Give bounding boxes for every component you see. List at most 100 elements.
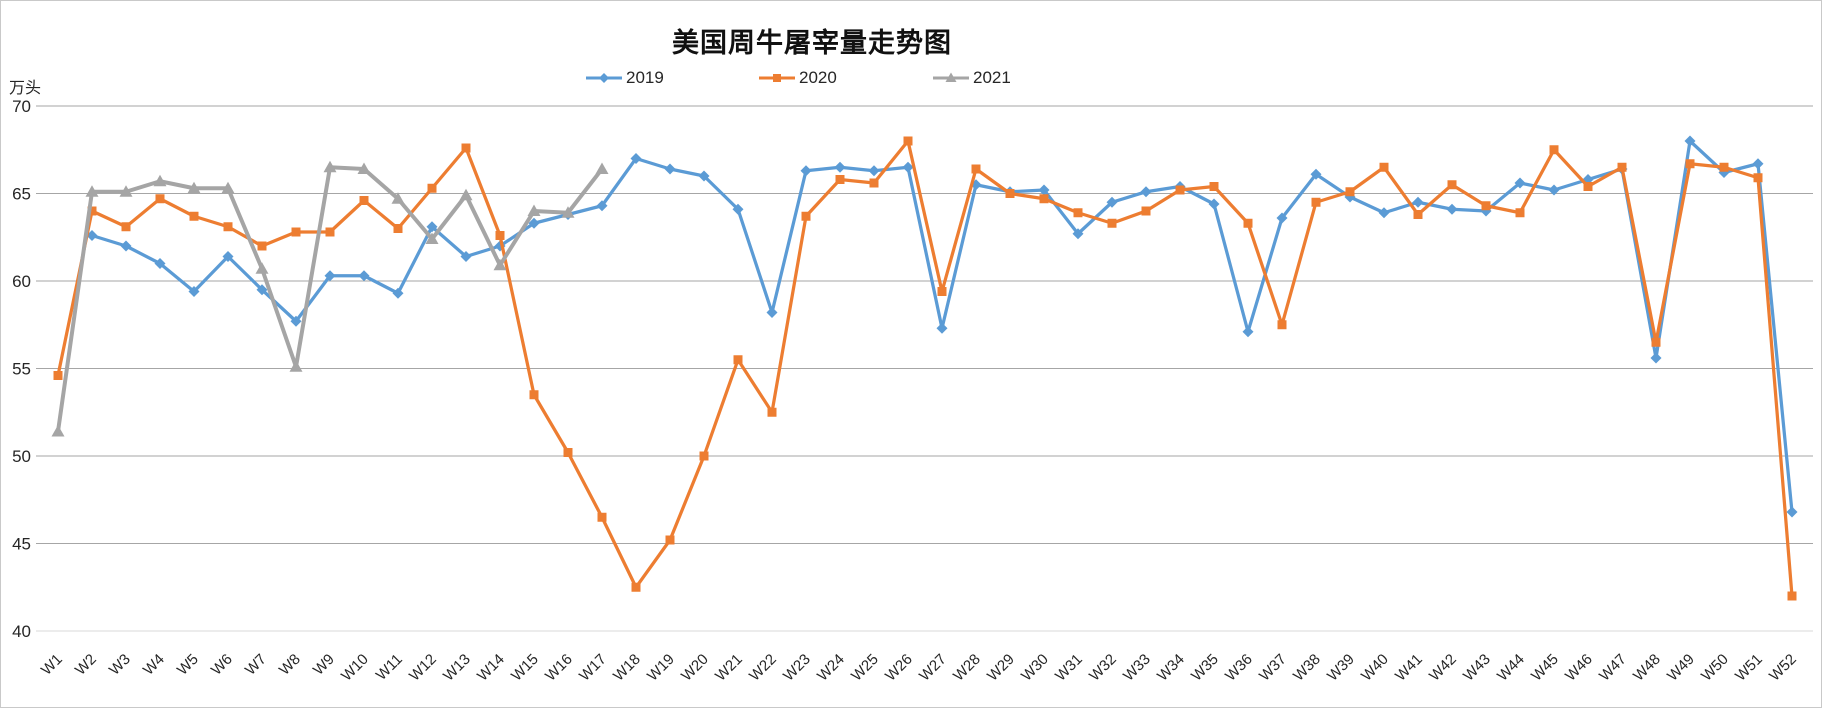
series-marker-2021 — [357, 162, 371, 174]
x-tick-label: W46 — [1562, 651, 1596, 685]
x-tick-label: W52 — [1766, 651, 1800, 685]
legend-label-2021: 2021 — [973, 68, 1011, 87]
series-marker-2021 — [187, 181, 201, 194]
x-tick-label: W32 — [1086, 651, 1120, 685]
series-marker-2020 — [1005, 189, 1015, 198]
series-marker-2020 — [529, 390, 539, 400]
series-marker-2020 — [903, 136, 913, 146]
series-marker-2019 — [1446, 203, 1458, 215]
x-tick-label: W9 — [310, 651, 338, 679]
series-marker-2021 — [85, 185, 99, 197]
series-marker-2020 — [937, 287, 947, 296]
series-marker-2020 — [359, 196, 369, 205]
series-marker-2019 — [596, 200, 608, 212]
series-marker-2020 — [1311, 197, 1321, 207]
x-tick-label: W41 — [1392, 651, 1426, 685]
series-marker-2020 — [155, 194, 165, 204]
x-tick-label: W29 — [984, 651, 1018, 685]
x-tick-label: W3 — [106, 651, 134, 679]
series-marker-2021 — [323, 160, 337, 173]
legend-item-2021: 2021 — [933, 67, 1011, 89]
x-tick-label: W33 — [1120, 651, 1154, 685]
x-tick-label: W22 — [746, 651, 780, 685]
series-marker-2020 — [801, 211, 811, 221]
x-tick-label: W51 — [1732, 651, 1766, 685]
legend-item-2020: 2020 — [759, 67, 837, 89]
series-line-2020 — [56, 139, 1794, 598]
series-marker-2019 — [1310, 168, 1322, 180]
series-marker-2020 — [1345, 187, 1355, 197]
x-tick-label: W39 — [1324, 651, 1358, 685]
series-marker-2021 — [459, 188, 473, 201]
x-tick-label: W16 — [542, 651, 576, 685]
x-tick-label: W2 — [72, 651, 100, 679]
legend-marker — [599, 73, 609, 83]
x-tick-label: W13 — [440, 651, 474, 685]
series-marker-2020 — [1413, 210, 1423, 219]
series-marker-2020 — [1379, 162, 1389, 172]
series-marker-2021 — [527, 204, 541, 216]
series-marker-2020 — [1073, 208, 1083, 218]
series-marker-2019 — [1038, 184, 1050, 196]
x-tick-label: W8 — [276, 651, 304, 679]
series-marker-2020 — [1515, 208, 1525, 218]
legend-marker — [945, 72, 957, 82]
series-marker-2019 — [1072, 228, 1084, 240]
series-marker-2019 — [1548, 184, 1560, 196]
series-marker-2019 — [426, 221, 438, 233]
series-marker-2019 — [528, 217, 540, 229]
y-tick-label: 65 — [12, 185, 31, 204]
series-marker-2020 — [495, 231, 505, 240]
series-marker-2019 — [290, 315, 302, 327]
y-axis-unit-label: 万头 — [9, 80, 42, 97]
x-tick-label: W49 — [1664, 651, 1698, 685]
series-marker-2021 — [595, 162, 609, 174]
x-tick-label: W11 — [373, 651, 406, 684]
x-tick-label: W15 — [508, 651, 542, 685]
series-marker-2019 — [120, 240, 132, 252]
series-marker-2019 — [86, 230, 98, 241]
series-marker-2020 — [427, 183, 437, 193]
series-marker-2020 — [1753, 173, 1763, 183]
series-marker-2020 — [291, 227, 301, 237]
series-marker-2019 — [1752, 158, 1764, 170]
series-marker-2020 — [699, 451, 709, 461]
x-tick-label: W1 — [38, 651, 66, 679]
x-tick-label: W12 — [406, 651, 440, 685]
x-tick-label: W50 — [1698, 651, 1732, 685]
series-marker-2020 — [1481, 201, 1491, 211]
series-marker-2020 — [1175, 185, 1185, 195]
x-tick-label: W23 — [780, 651, 814, 685]
series-marker-2019 — [1412, 196, 1424, 208]
series-marker-2019 — [1684, 135, 1696, 147]
series-marker-2020 — [869, 178, 879, 188]
series-marker-2020 — [971, 164, 981, 174]
series-marker-2019 — [1242, 326, 1254, 338]
series-marker-2019 — [800, 165, 812, 177]
series-marker-2019 — [1208, 198, 1220, 210]
series-marker-2020 — [835, 175, 845, 184]
square-legend-icon — [759, 74, 795, 82]
x-tick-label: W36 — [1222, 651, 1256, 685]
y-tick-label: 55 — [12, 360, 31, 379]
x-tick-label: W31 — [1052, 651, 1086, 685]
x-tick-label: W24 — [814, 651, 848, 685]
x-tick-label: W25 — [848, 651, 882, 685]
series-marker-2019 — [222, 251, 234, 262]
x-tick-label: W28 — [950, 651, 984, 685]
series-marker-2021 — [391, 192, 405, 204]
series-marker-2019 — [1276, 212, 1288, 224]
series-marker-2020 — [1141, 206, 1151, 216]
series-marker-2021 — [119, 185, 133, 197]
series-marker-2019 — [188, 286, 200, 297]
x-tick-label: W40 — [1358, 651, 1392, 685]
y-tick-label: 50 — [12, 447, 31, 466]
x-tick-label: W26 — [882, 651, 916, 685]
series-marker-2020 — [1583, 182, 1593, 191]
x-tick-label: W43 — [1460, 651, 1494, 685]
x-tick-label: W6 — [208, 651, 236, 679]
series-marker-2019 — [868, 165, 880, 177]
series-marker-2020 — [563, 448, 573, 457]
series-marker-2019 — [630, 153, 642, 164]
